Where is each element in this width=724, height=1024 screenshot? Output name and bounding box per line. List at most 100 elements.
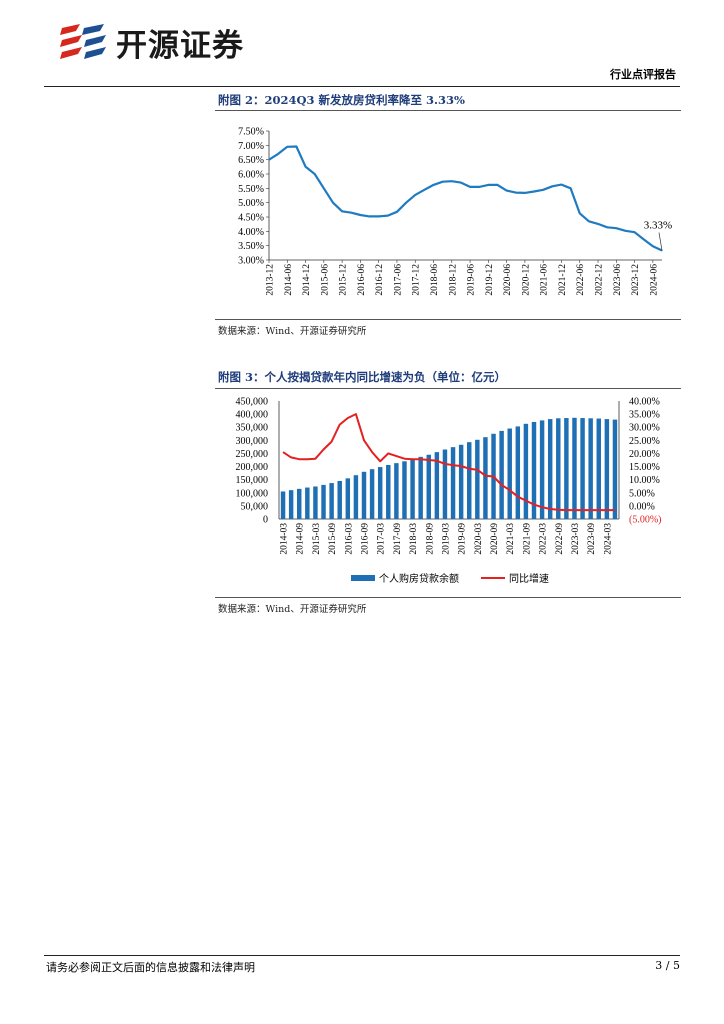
loan-balance-bar — [612, 419, 618, 519]
data-point — [350, 212, 352, 214]
loan-balance-bar — [515, 426, 521, 519]
loan-balance-bar — [572, 417, 577, 519]
loan-balance-bar — [580, 418, 585, 519]
figure2-title: 附图 2：2024Q3 新发放房贷利率降至 3.33% — [218, 93, 465, 107]
x-tick-label: 2019-09 — [458, 523, 468, 555]
loan-balance-bar — [483, 437, 488, 519]
y-tick-label: 4.50% — [238, 213, 264, 224]
x-tick-label: 2020-03 — [474, 523, 484, 555]
y-tick-label: 7.00% — [238, 141, 264, 152]
left-y-tick-label: 450,000 — [236, 397, 269, 408]
right-y-tick-label: 0.00% — [629, 501, 655, 512]
loan-balance-bar — [556, 418, 561, 519]
annotation-label: 3.33% — [644, 220, 672, 232]
page-number: 3 / 5 — [655, 959, 680, 972]
data-point — [496, 184, 499, 186]
data-point — [268, 159, 270, 161]
data-point — [414, 194, 416, 196]
y-tick-label: 3.00% — [238, 256, 264, 267]
data-point — [277, 153, 279, 155]
loan-balance-bar — [596, 418, 601, 519]
x-tick-label: 2014-09 — [296, 523, 306, 555]
loan-balance-bar — [507, 428, 512, 519]
right-y-tick-label: 5.00% — [629, 488, 655, 499]
x-tick-label: 2017-06 — [393, 264, 403, 296]
x-tick-label: 2022-06 — [576, 264, 586, 296]
loan-balance-bar — [434, 452, 440, 519]
x-tick-label: 2015-06 — [320, 264, 330, 296]
x-tick-label: 2015-12 — [339, 264, 349, 296]
right-y-tick-label: 40.00% — [629, 397, 660, 408]
data-point — [442, 181, 444, 183]
x-tick-label: 2020-06 — [503, 264, 513, 296]
figure3-top-rule — [215, 388, 681, 389]
loan-balance-bar — [369, 469, 375, 519]
loan-balance-bar — [523, 423, 529, 519]
right-y-tick-label: 25.00% — [629, 436, 660, 447]
right-y-tick-label: 30.00% — [629, 423, 660, 434]
data-point — [643, 238, 645, 240]
left-y-tick-label: 50,000 — [241, 501, 269, 512]
y-tick-label: 7.50% — [238, 127, 264, 138]
loan-balance-bar — [402, 461, 407, 519]
loan-balance-bar — [475, 439, 480, 519]
y-tick-label: 4.00% — [238, 227, 264, 238]
left-y-tick-label: 300,000 — [236, 436, 269, 447]
loan-balance-bar — [337, 480, 342, 519]
loan-balance-bar — [531, 421, 537, 519]
loan-balance-bar — [467, 442, 472, 519]
loan-balance-bar — [353, 475, 359, 519]
right-y-tick-label: 35.00% — [629, 410, 660, 421]
loan-balance-bar — [604, 419, 610, 519]
x-tick-label: 2023-12 — [631, 264, 641, 296]
figure2-source: 数据来源：Wind、开源证券研究所 — [218, 326, 367, 337]
figure2-chart: 3.00% 3.50% 4.00% 4.50% 5.00% 5.50% 6.00% 6.50%… — [238, 127, 672, 296]
loan-balance-bar — [458, 444, 464, 519]
data-point — [506, 190, 508, 192]
loan-balance-bar — [329, 483, 334, 519]
x-tick-label: 2013-12 — [266, 264, 276, 296]
figure3-chart: 0 50,000 100,000 150,000 200,000 250,000 300,0… — [236, 397, 662, 586]
data-point — [533, 190, 535, 193]
data-point — [295, 145, 298, 148]
x-tick-label: 2016-12 — [375, 264, 385, 296]
loan-balance-bar — [442, 449, 448, 519]
left-y-tick-label: 100,000 — [236, 488, 269, 499]
x-tick-label: 2018-12 — [448, 264, 458, 296]
data-point — [633, 231, 636, 233]
x-tick-label: 2019-03 — [441, 523, 451, 555]
x-tick-label: 2021-03 — [506, 523, 516, 555]
data-point — [588, 220, 590, 222]
data-point — [478, 186, 480, 188]
data-point — [396, 211, 398, 213]
figure2-top-rule — [215, 110, 681, 111]
header-divider — [44, 86, 680, 87]
loan-balance-bar — [588, 418, 593, 519]
left-y-tick-label: 250,000 — [236, 449, 269, 460]
annotation-leader — [658, 232, 663, 251]
data-point — [359, 214, 361, 216]
data-point — [515, 192, 517, 194]
loan-balance-bar — [547, 419, 553, 519]
x-tick-label: 2024-03 — [603, 523, 613, 555]
x-tick-label: 2017-09 — [393, 523, 403, 555]
data-point — [341, 210, 343, 212]
loan-balance-bar — [321, 484, 326, 519]
x-tick-label: 2018-03 — [409, 523, 419, 555]
loan-balance-bar — [377, 467, 383, 519]
legend-bar-label: 个人购房贷款余额 — [379, 572, 459, 585]
left-y-tick-label: 350,000 — [236, 423, 269, 434]
figure3-title: 附图 3：个人按揭贷款年内同比增速为负（单位：亿元） — [218, 370, 507, 384]
loan-balance-bar — [418, 456, 423, 519]
legend-line-label: 同比增速 — [509, 572, 549, 585]
x-tick-label: 2024-06 — [649, 264, 659, 296]
x-tick-label: 2017-03 — [377, 523, 387, 555]
data-point — [423, 189, 425, 191]
data-point — [314, 173, 316, 175]
x-tick-label: 2022-09 — [555, 523, 565, 555]
left-y-tick-label: 200,000 — [236, 462, 269, 473]
data-point — [378, 215, 380, 218]
loan-balance-bar — [361, 471, 367, 519]
x-tick-label: 2016-06 — [357, 264, 367, 296]
loan-balance-bar — [394, 463, 399, 519]
